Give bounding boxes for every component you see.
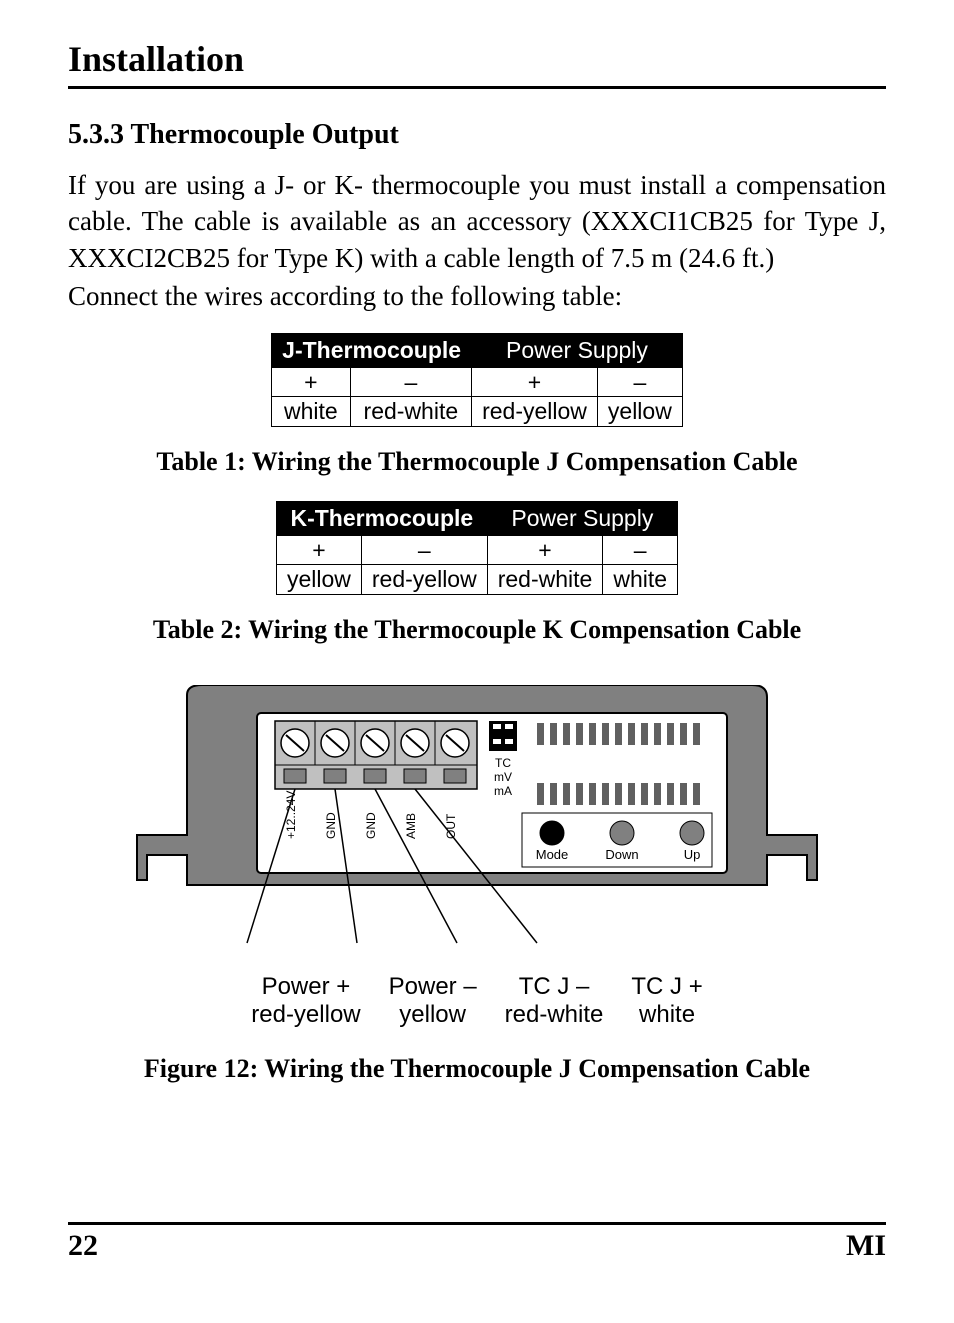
svg-text:Down: Down [605,847,638,862]
table1-caption: Table 1: Wiring the Thermocouple J Compe… [68,447,886,477]
diagram-callouts: Power + red-yellow Power – yellow TC J –… [68,973,886,1031]
table-cell: – [603,535,678,564]
table-cell: yellow [276,565,361,594]
paragraph-2: Connect the wires according to the follo… [68,278,886,314]
table-cell: red-yellow [472,397,598,426]
table2-caption: Table 2: Wiring the Thermocouple K Compe… [68,615,886,645]
table-cell: white [272,397,350,426]
table-cell: red-white [487,565,603,594]
table-row: + – + – [272,367,683,396]
svg-text:Mode: Mode [536,847,569,862]
callout: TC J + white [631,973,702,1031]
table-cell: – [350,367,471,396]
table-cell: + [487,535,603,564]
svg-text:mV: mV [494,770,512,784]
callout: Power – yellow [389,973,477,1031]
figure-caption: Figure 12: Wiring the Thermocouple J Com… [68,1054,886,1084]
svg-text:Up: Up [684,847,701,862]
svg-text:mA: mA [494,784,512,798]
table-k-thermocouple: K-Thermocouple Power Supply + – + – yell… [276,501,678,595]
table-cell: + [272,367,350,396]
table-row: yellow red-yellow red-white white [276,565,677,594]
table-row: white red-white red-yellow yellow [272,397,683,426]
table2-head-left: K-Thermocouple [276,501,487,535]
svg-text:AMB: AMB [404,812,418,838]
paragraph-1: If you are using a J- or K- thermocouple… [68,167,886,276]
chapter-rule [68,86,886,89]
section-heading: 5.3.3 Thermocouple Output [68,119,886,151]
table-cell: – [597,367,682,396]
table1-head-left: J-Thermocouple [272,333,472,367]
callout: Power + red-yellow [251,973,360,1031]
svg-text:+12..24V: +12..24V [284,790,298,838]
table-cell: – [361,535,487,564]
doc-code: MI [846,1229,886,1263]
page-footer: 22 MI [68,1222,886,1263]
table-cell: yellow [597,397,682,426]
table-cell: red-yellow [361,565,487,594]
table-cell: red-white [350,397,471,426]
table-cell: + [472,367,598,396]
table2-head-right: Power Supply [487,501,677,535]
callout: TC J – red-white [505,973,604,1031]
svg-text:GND: GND [364,812,378,839]
table-cell: white [603,565,678,594]
wiring-diagram: TCmVmA+12..24VGNDGNDAMBOUTModeDownUp [117,685,837,965]
page-number: 22 [68,1229,98,1263]
table-j-thermocouple: J-Thermocouple Power Supply + – + – whit… [271,333,683,427]
table-cell: + [276,535,361,564]
chapter-title: Installation [68,38,886,80]
table-row: + – + – [276,535,677,564]
svg-text:GND: GND [324,812,338,839]
footer-rule [68,1222,886,1225]
table1-head-right: Power Supply [472,333,683,367]
svg-text:TC: TC [495,756,511,770]
